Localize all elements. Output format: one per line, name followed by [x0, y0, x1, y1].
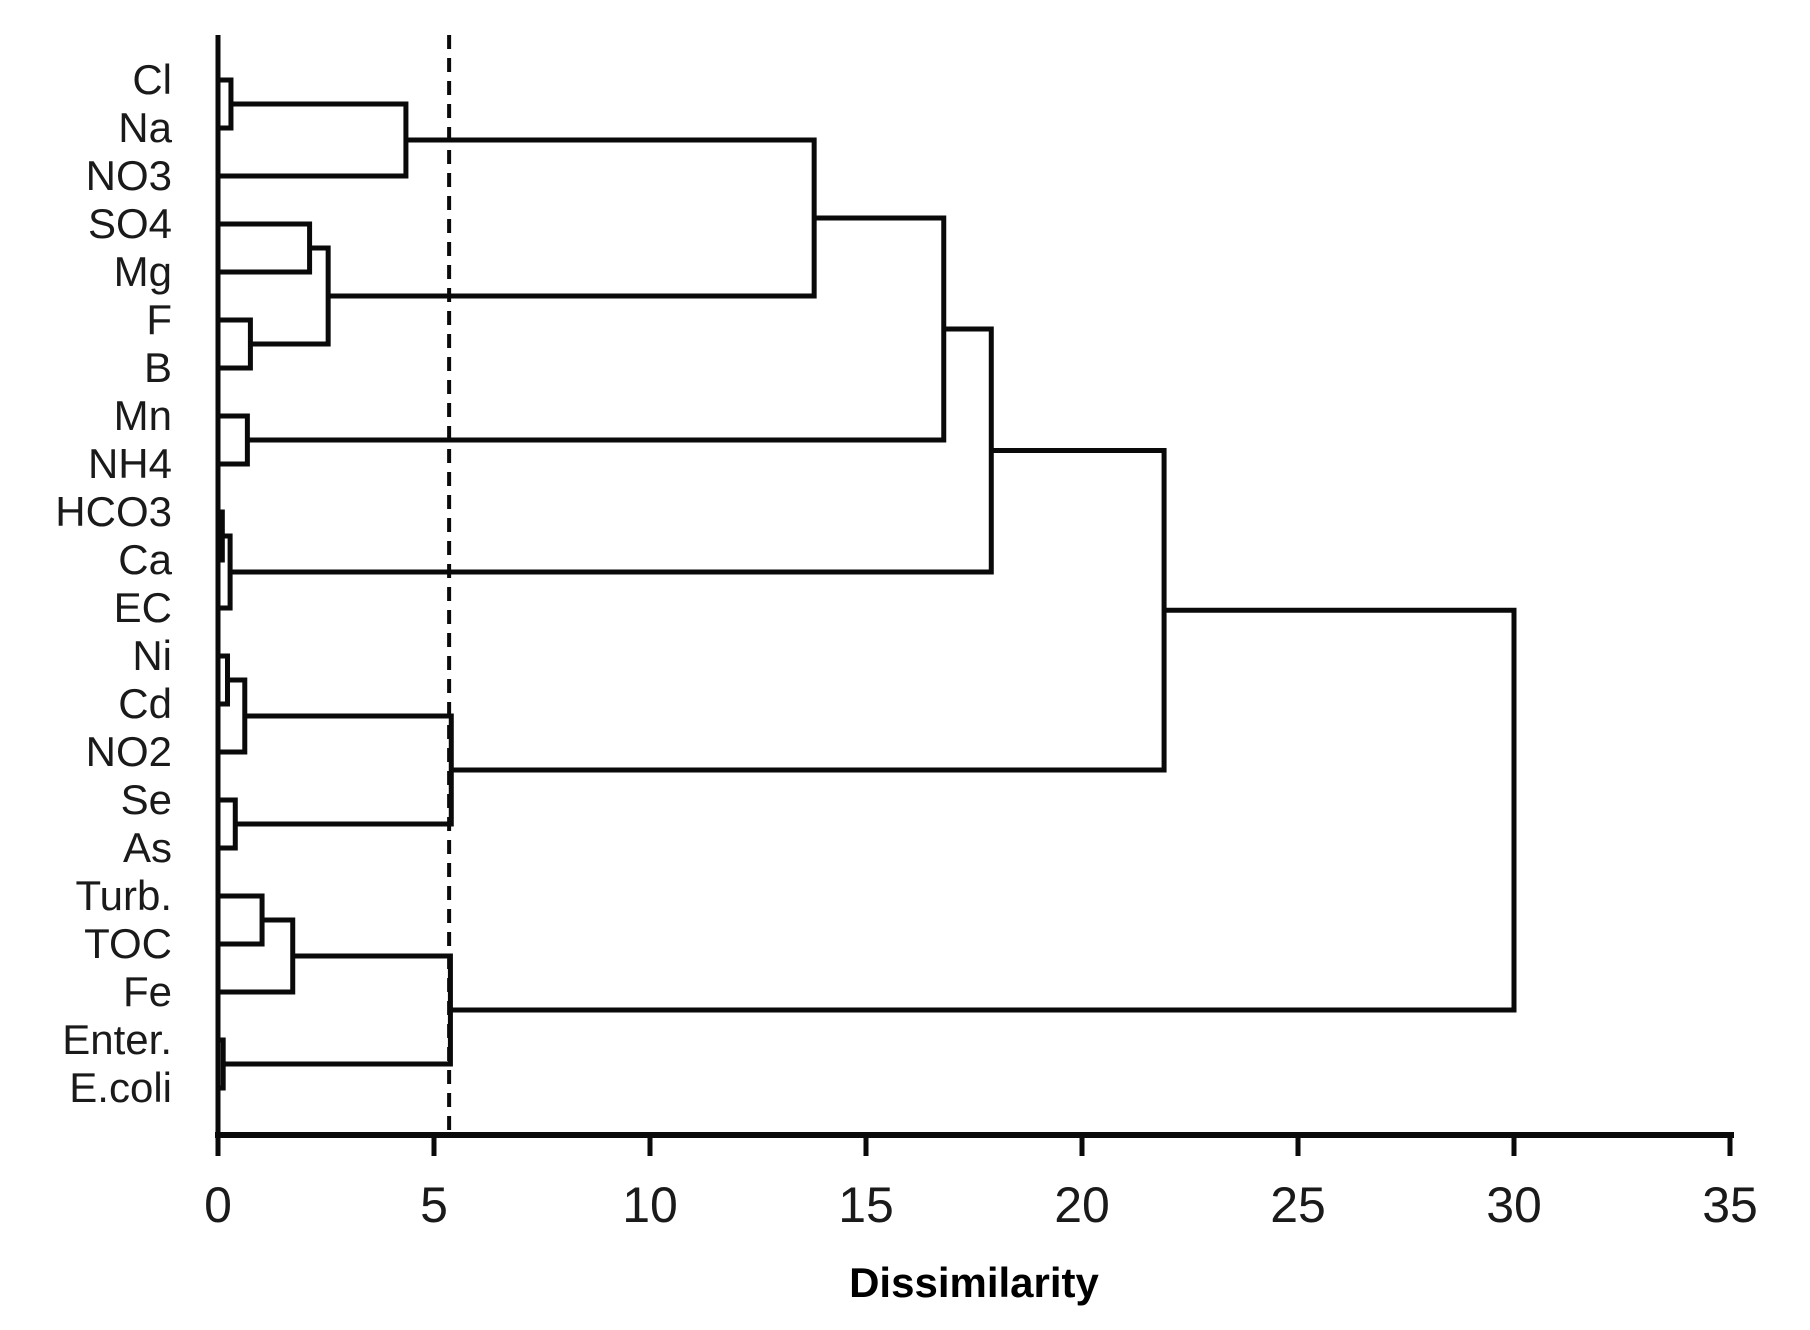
leaf-label-so4: SO4	[87, 200, 172, 247]
leaf-label-no3: NO3	[85, 152, 172, 199]
cluster-link-m5	[250, 245, 331, 347]
leaf-label-se: Se	[120, 776, 172, 823]
cluster-link-m16	[451, 448, 1167, 773]
cluster-link-m7	[218, 413, 250, 467]
leaf-label-ec: EC	[113, 584, 172, 631]
leaf-label-mg: Mg	[113, 248, 172, 295]
leaf-label-fe: Fe	[122, 968, 172, 1015]
cluster-link-m21	[450, 607, 1517, 1013]
cluster-link-m15	[235, 713, 454, 827]
cluster-link-m14	[218, 797, 238, 851]
leaf-label-turb: Turb.	[75, 872, 172, 919]
x-tick-label-15: 15	[838, 1177, 894, 1233]
cluster-link-m6	[328, 137, 817, 299]
x-tick-label-10: 10	[622, 1177, 678, 1233]
cluster-link-m8	[247, 215, 947, 443]
leaf-label-na: Na	[118, 104, 172, 151]
leaf-label-as: As	[122, 824, 172, 871]
cluster-link-m2	[218, 101, 409, 179]
leaf-label-enter: Enter.	[62, 1016, 172, 1063]
cluster-link-m17	[218, 893, 265, 947]
x-tick-label-5: 5	[420, 1177, 448, 1233]
leaf-label-mn: Mn	[113, 392, 172, 439]
leaf-label-toc: TOC	[84, 920, 172, 967]
leaf-label-no2: NO2	[85, 728, 172, 775]
x-tick-label-30: 30	[1486, 1177, 1542, 1233]
leaf-label-ca: Ca	[118, 536, 172, 583]
x-tick-label-0: 0	[204, 1177, 232, 1233]
leaf-label-cl: Cl	[132, 56, 172, 103]
leaf-label-f: F	[146, 296, 172, 343]
x-tick-label-25: 25	[1270, 1177, 1326, 1233]
cluster-link-m13	[218, 677, 248, 755]
x-axis-title: Dissimilarity	[849, 1259, 1099, 1306]
leaf-label-hco3: HCO3	[55, 488, 172, 535]
x-tick-label-20: 20	[1054, 1177, 1110, 1233]
leaf-label-nh4: NH4	[87, 440, 172, 487]
cluster-link-m11	[230, 326, 994, 575]
leaf-label-b: B	[143, 344, 172, 391]
cluster-link-m20	[223, 953, 453, 1067]
cluster-link-m4	[218, 317, 253, 371]
cluster-link-m3	[218, 221, 313, 275]
leaf-label-ecoli: E.coli	[69, 1064, 172, 1111]
leaf-label-ni: Ni	[132, 632, 172, 679]
cluster-link-m18	[218, 917, 296, 995]
x-tick-label-35: 35	[1702, 1177, 1758, 1233]
leaf-label-cd: Cd	[118, 680, 172, 727]
